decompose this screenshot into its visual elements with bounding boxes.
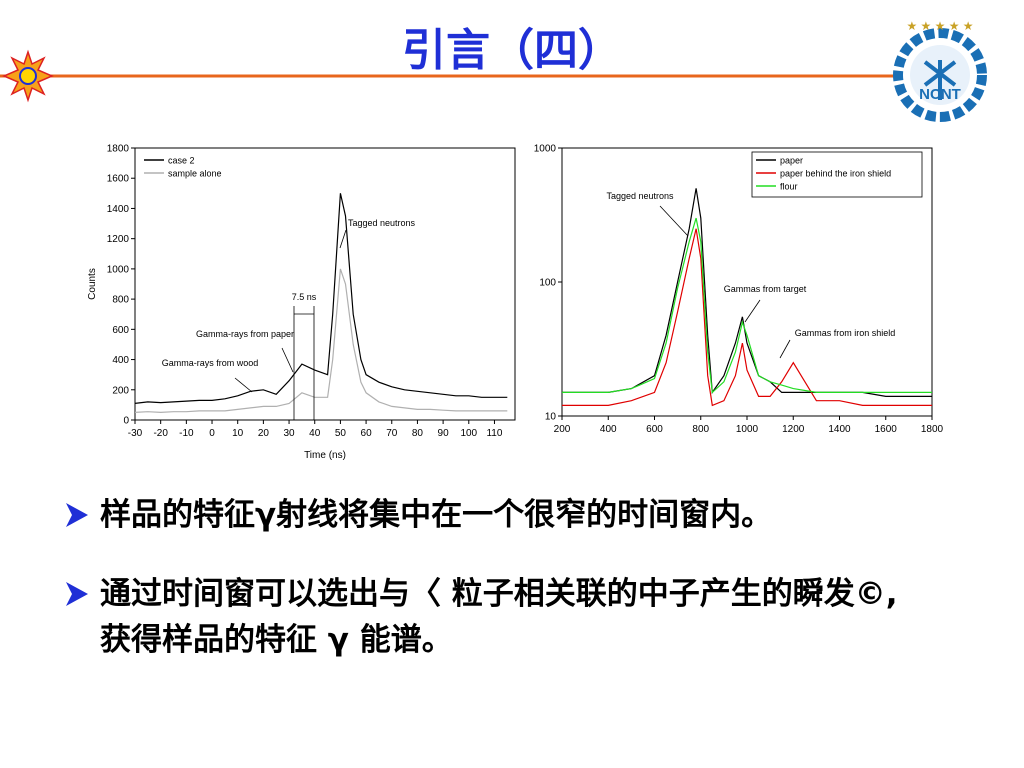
x-tick-label: 400 <box>600 424 617 435</box>
annotation: Gammas from target <box>724 284 807 294</box>
legend-label: paper behind the iron shield <box>780 169 891 179</box>
x-tick-label: 200 <box>554 424 571 435</box>
y-tick-label: 200 <box>112 385 129 396</box>
chart-left: -30 -20 -10 0 10 20 30 40 50 60 70 80 90 100 110 0 200 40… <box>87 144 516 461</box>
series-line <box>134 268 508 414</box>
bullet: 通过时间窗可以选出与〈 粒子相关联的中子产生的瞬发©, 获得样品的特征 γ 能谱… <box>100 576 898 658</box>
annotation-arrow <box>744 299 761 323</box>
y-tick-label: 600 <box>112 325 129 336</box>
x-tick-label: 1200 <box>782 424 805 435</box>
x-tick-label: -30 <box>128 428 143 439</box>
x-tick-label: 40 <box>309 428 321 439</box>
annotation: Gammas from iron shield <box>795 328 896 338</box>
logo-text: NCNT <box>919 86 961 103</box>
x-tick-label: 60 <box>361 428 373 439</box>
annotation: Gamma-rays from wood <box>162 358 259 368</box>
annotation-arrow <box>281 347 294 373</box>
annotation: Tagged neutrons <box>348 218 416 228</box>
y-tick-label: 0 <box>123 416 129 427</box>
x-tick-label: 0 <box>209 428 215 439</box>
legend-label: paper <box>780 156 803 166</box>
legend-label: case 2 <box>168 156 195 166</box>
annotation: Tagged neutrons <box>606 191 674 201</box>
annotation: 7.5 ns <box>292 292 317 302</box>
x-tick-label: 90 <box>438 428 450 439</box>
series-line <box>562 217 932 394</box>
series-line <box>562 228 932 407</box>
starburst-icon <box>2 49 54 103</box>
bullet: 样品的特征γ射线将集中在一个很窄的时间窗内。 <box>100 497 773 533</box>
annotation: Gamma-rays from paper <box>196 329 294 339</box>
x-tick-label: 100 <box>460 428 477 439</box>
x-tick-label: 1600 <box>875 424 898 435</box>
y-tick-label: 100 <box>539 278 556 289</box>
bullet-markers <box>66 503 88 606</box>
x-tick-label: 800 <box>692 424 709 435</box>
logo-stars: ★ ★ ★ ★ ★ <box>906 19 973 33</box>
y-tick-label: 400 <box>112 355 129 366</box>
y-tick-label: 1800 <box>107 144 130 155</box>
x-tick-label: 30 <box>283 428 295 439</box>
legend-box <box>751 151 923 198</box>
annotation-arrow <box>339 229 347 249</box>
y-tick-label: 1000 <box>534 144 557 155</box>
x-tick-label: 110 <box>486 428 502 439</box>
x-tick-label: 20 <box>258 428 270 439</box>
x-tick-label: 1800 <box>921 424 944 435</box>
x-tick-label: -20 <box>153 428 168 439</box>
slide-title: 引言（四） <box>402 25 622 76</box>
annotation-arrow <box>659 205 689 237</box>
legend-label: sample alone <box>168 169 222 179</box>
x-tick-label: 1000 <box>736 424 759 435</box>
logo: NCNT ★ ★ ★ ★ ★ <box>893 19 987 122</box>
x-tick-label: -10 <box>179 428 194 439</box>
x-tick-label: 50 <box>335 428 347 439</box>
y-tick-label: 1200 <box>107 234 130 245</box>
x-tick-label: 70 <box>386 428 398 439</box>
y-tick-label: 10 <box>545 412 557 423</box>
plot-frame <box>134 147 516 421</box>
x-tick-label: 10 <box>232 428 244 439</box>
y-axis-label: Counts <box>87 268 98 300</box>
y-tick-label: 1000 <box>107 264 130 275</box>
x-axis-label: Time (ns) <box>304 450 346 461</box>
y-tick-label: 1400 <box>107 204 130 215</box>
annotation-arrow <box>779 339 791 359</box>
chart-right: 200 400 600 800 1000 1200 1400 1600 1800 10 100 100… <box>534 144 944 436</box>
series-line <box>134 193 508 404</box>
x-tick-label: 80 <box>412 428 424 439</box>
x-tick-label: 600 <box>646 424 663 435</box>
x-tick-label: 1400 <box>828 424 851 435</box>
legend-label: flour <box>780 182 798 192</box>
y-tick-label: 1600 <box>107 174 130 185</box>
annotation-arrow <box>234 377 253 393</box>
y-tick-label: 800 <box>112 295 129 306</box>
